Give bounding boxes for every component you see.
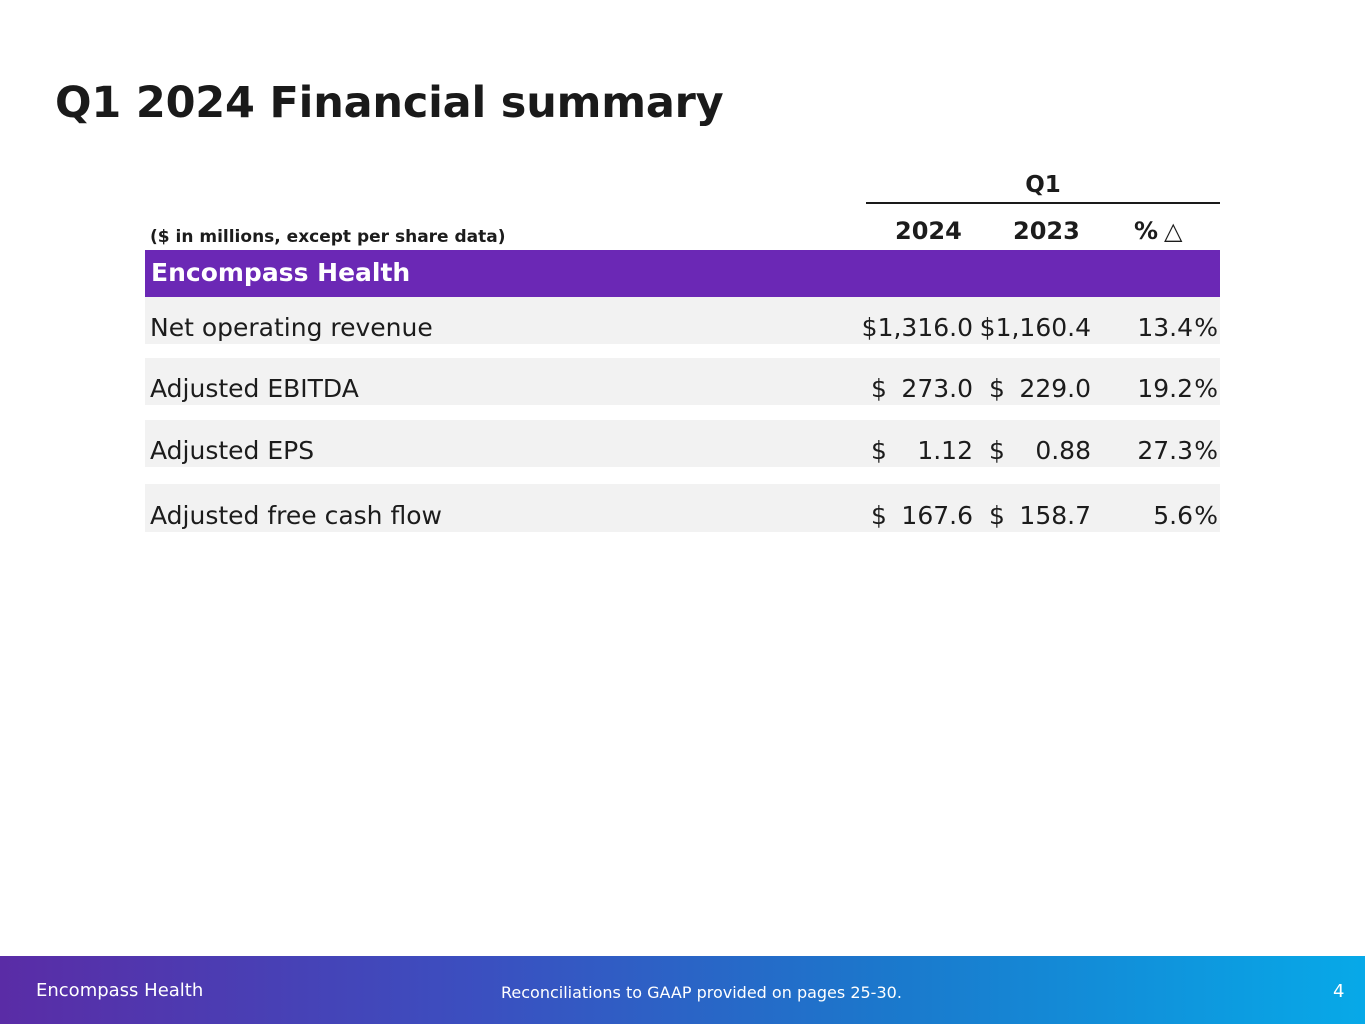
prior-value: $1,160.4 [979,313,1091,342]
delta-symbol: △ [1164,217,1183,245]
row-label: Adjusted EPS [150,436,315,465]
current-dollar-sign: $ [871,374,887,403]
percent-sign: % [1134,217,1159,245]
current-value: 167.6 [901,501,973,530]
footer-bar: Encompass Health Reconciliations to GAAP… [0,956,1365,1024]
change-value: 27.3 [1137,436,1193,465]
change-value: 19.2 [1137,374,1193,403]
page-number: 4 [1333,981,1345,1002]
page-title: Q1 2024 Financial summary [55,78,724,128]
prior-dollar-sign: $ [989,436,1005,465]
period-rule [866,202,1220,204]
current-dollar-sign: $ [871,436,887,465]
percent-sign: % [1194,313,1218,342]
footer-note: Reconciliations to GAAP provided on page… [501,983,902,1002]
change-value: 13.4 [1137,313,1193,342]
column-header-2023: 2023 [1013,217,1080,245]
row-label: Adjusted EBITDA [150,374,359,403]
row-label: Adjusted free cash flow [150,501,442,530]
column-header-change: % △ [1134,217,1183,245]
prior-dollar-sign: $ [989,374,1005,403]
table-row: Net operating revenue $1,316.0 $1,160.4 … [145,297,1220,344]
percent-sign: % [1194,436,1218,465]
section-band: Encompass Health [145,250,1220,297]
percent-sign: % [1194,374,1218,403]
units-note: ($ in millions, except per share data) [150,227,506,247]
table-row: Adjusted EBITDA $ 273.0 $ 229.0 19.2 % [145,358,1220,405]
prior-value: 158.7 [1019,501,1091,530]
table-row: Adjusted free cash flow $ 167.6 $ 158.7 … [145,484,1220,532]
current-value: $1,316.0 [861,313,973,342]
prior-value: 229.0 [1019,374,1091,403]
current-value: 1.12 [917,436,973,465]
period-label: Q1 [1025,172,1061,198]
footer-brand: Encompass Health [36,980,204,1001]
percent-sign: % [1194,501,1218,530]
prior-dollar-sign: $ [989,501,1005,530]
current-value: 273.0 [901,374,973,403]
column-header-2024: 2024 [895,217,962,245]
current-dollar-sign: $ [871,501,887,530]
prior-value: 0.88 [1035,436,1091,465]
change-value: 5.6 [1153,501,1193,530]
table-row: Adjusted EPS $ 1.12 $ 0.88 27.3 % [145,420,1220,467]
row-label: Net operating revenue [150,313,433,342]
